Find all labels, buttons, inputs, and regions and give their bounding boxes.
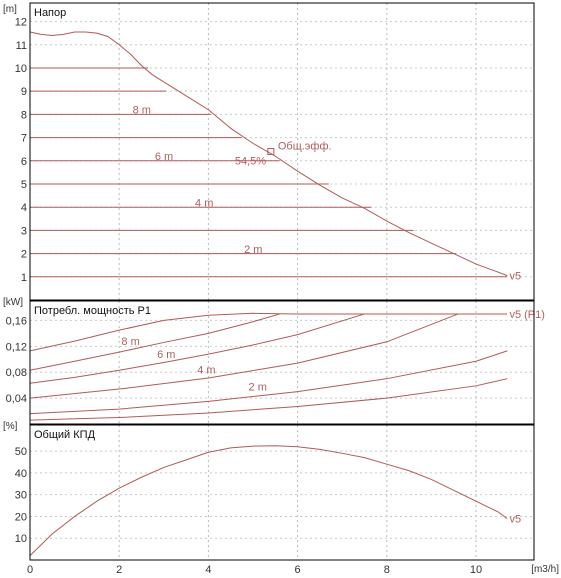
y-tick-label: 9 <box>21 86 27 98</box>
y-tick-label: 20 <box>15 511 27 523</box>
panel-3: v5 10 20 30 40 50 [%] Общий КПД <box>3 421 535 561</box>
y-tick-label: 0,12 <box>6 341 27 353</box>
curve-label: v5 (P1) <box>509 309 544 321</box>
y-tick-label: 1 <box>21 272 27 284</box>
x-tick-label: 10 <box>470 564 482 576</box>
y-tick-label: 40 <box>15 468 27 480</box>
y-tick-label: 5 <box>21 179 27 191</box>
y-tick-label: 0,16 <box>6 315 27 327</box>
y-tick-label: 8 <box>21 109 27 121</box>
series-line-unnamed-5 <box>29 378 508 421</box>
series-line-8-m <box>29 313 280 371</box>
curve-label: v5 <box>509 514 521 526</box>
curve-label: 2 m <box>244 244 262 256</box>
series-line-2-m <box>29 350 508 415</box>
y-tick-label: 12 <box>15 17 27 29</box>
y-tick-label: 6 <box>21 156 27 168</box>
efficiency-value-label: 54,5% <box>235 156 266 168</box>
curve-label: 8 m <box>121 336 139 348</box>
curve-label: 6 m <box>155 151 173 163</box>
y-tick-label: 10 <box>15 63 27 75</box>
panel-frame <box>29 2 535 301</box>
series-line-v5 <box>29 31 508 277</box>
x-axis-unit-label: [m3/h] <box>531 564 559 575</box>
series-line-v5-P1 <box>29 312 508 352</box>
x-tick-label: 8 <box>384 564 390 576</box>
panel-frame <box>29 300 535 425</box>
panel-title: Потребл. мощность P1 <box>34 305 151 317</box>
y-tick-label: 7 <box>21 133 27 145</box>
y-axis-unit-label: [kW] <box>3 297 23 308</box>
y-tick-label: 10 <box>15 533 27 545</box>
series-line-6-m <box>29 313 365 384</box>
x-tick-label: 6 <box>295 564 301 576</box>
curve-label: 2 m <box>249 381 267 393</box>
curve-label: v5 <box>509 271 521 283</box>
y-tick-label: 11 <box>16 40 27 52</box>
curve-label: 4 m <box>197 365 215 377</box>
panel-title: Общий КПД <box>34 429 96 441</box>
panel-title: Напор <box>34 7 66 19</box>
y-tick-label: 0,08 <box>6 367 27 379</box>
panel-1: 8 m6 m4 m2 mv5Общ.эфф.54,5%1234567891011… <box>3 2 535 301</box>
y-tick-label: 4 <box>21 202 27 214</box>
series-line-4-m <box>29 313 459 399</box>
y-tick-label: 2 <box>21 249 27 261</box>
y-tick-label: 3 <box>21 225 27 237</box>
y-tick-label: 30 <box>15 490 27 502</box>
panel-frame <box>29 424 535 561</box>
y-axis-unit-label: [m] <box>3 4 17 15</box>
x-tick-label: 4 <box>205 564 211 576</box>
panel-2: 8 m 6 m 4 m 2 m v5 (P1) 0,04 0,08 0,12 0,16 [kW] П… <box>3 297 545 425</box>
x-tick-label: 0 <box>27 564 33 576</box>
series-line-v5 <box>29 445 508 557</box>
curve-label: 8 m <box>133 105 151 117</box>
y-axis-unit-label: [%] <box>3 421 18 432</box>
operating-point-marker <box>267 148 275 155</box>
curve-label: 6 m <box>157 349 175 361</box>
y-tick-label: 50 <box>15 446 27 458</box>
operating-point-label: Общ.эфф. <box>278 141 332 153</box>
y-tick-label: 0,04 <box>6 393 27 405</box>
x-tick-label: 2 <box>116 564 122 576</box>
curve-label: 4 m <box>195 198 213 210</box>
